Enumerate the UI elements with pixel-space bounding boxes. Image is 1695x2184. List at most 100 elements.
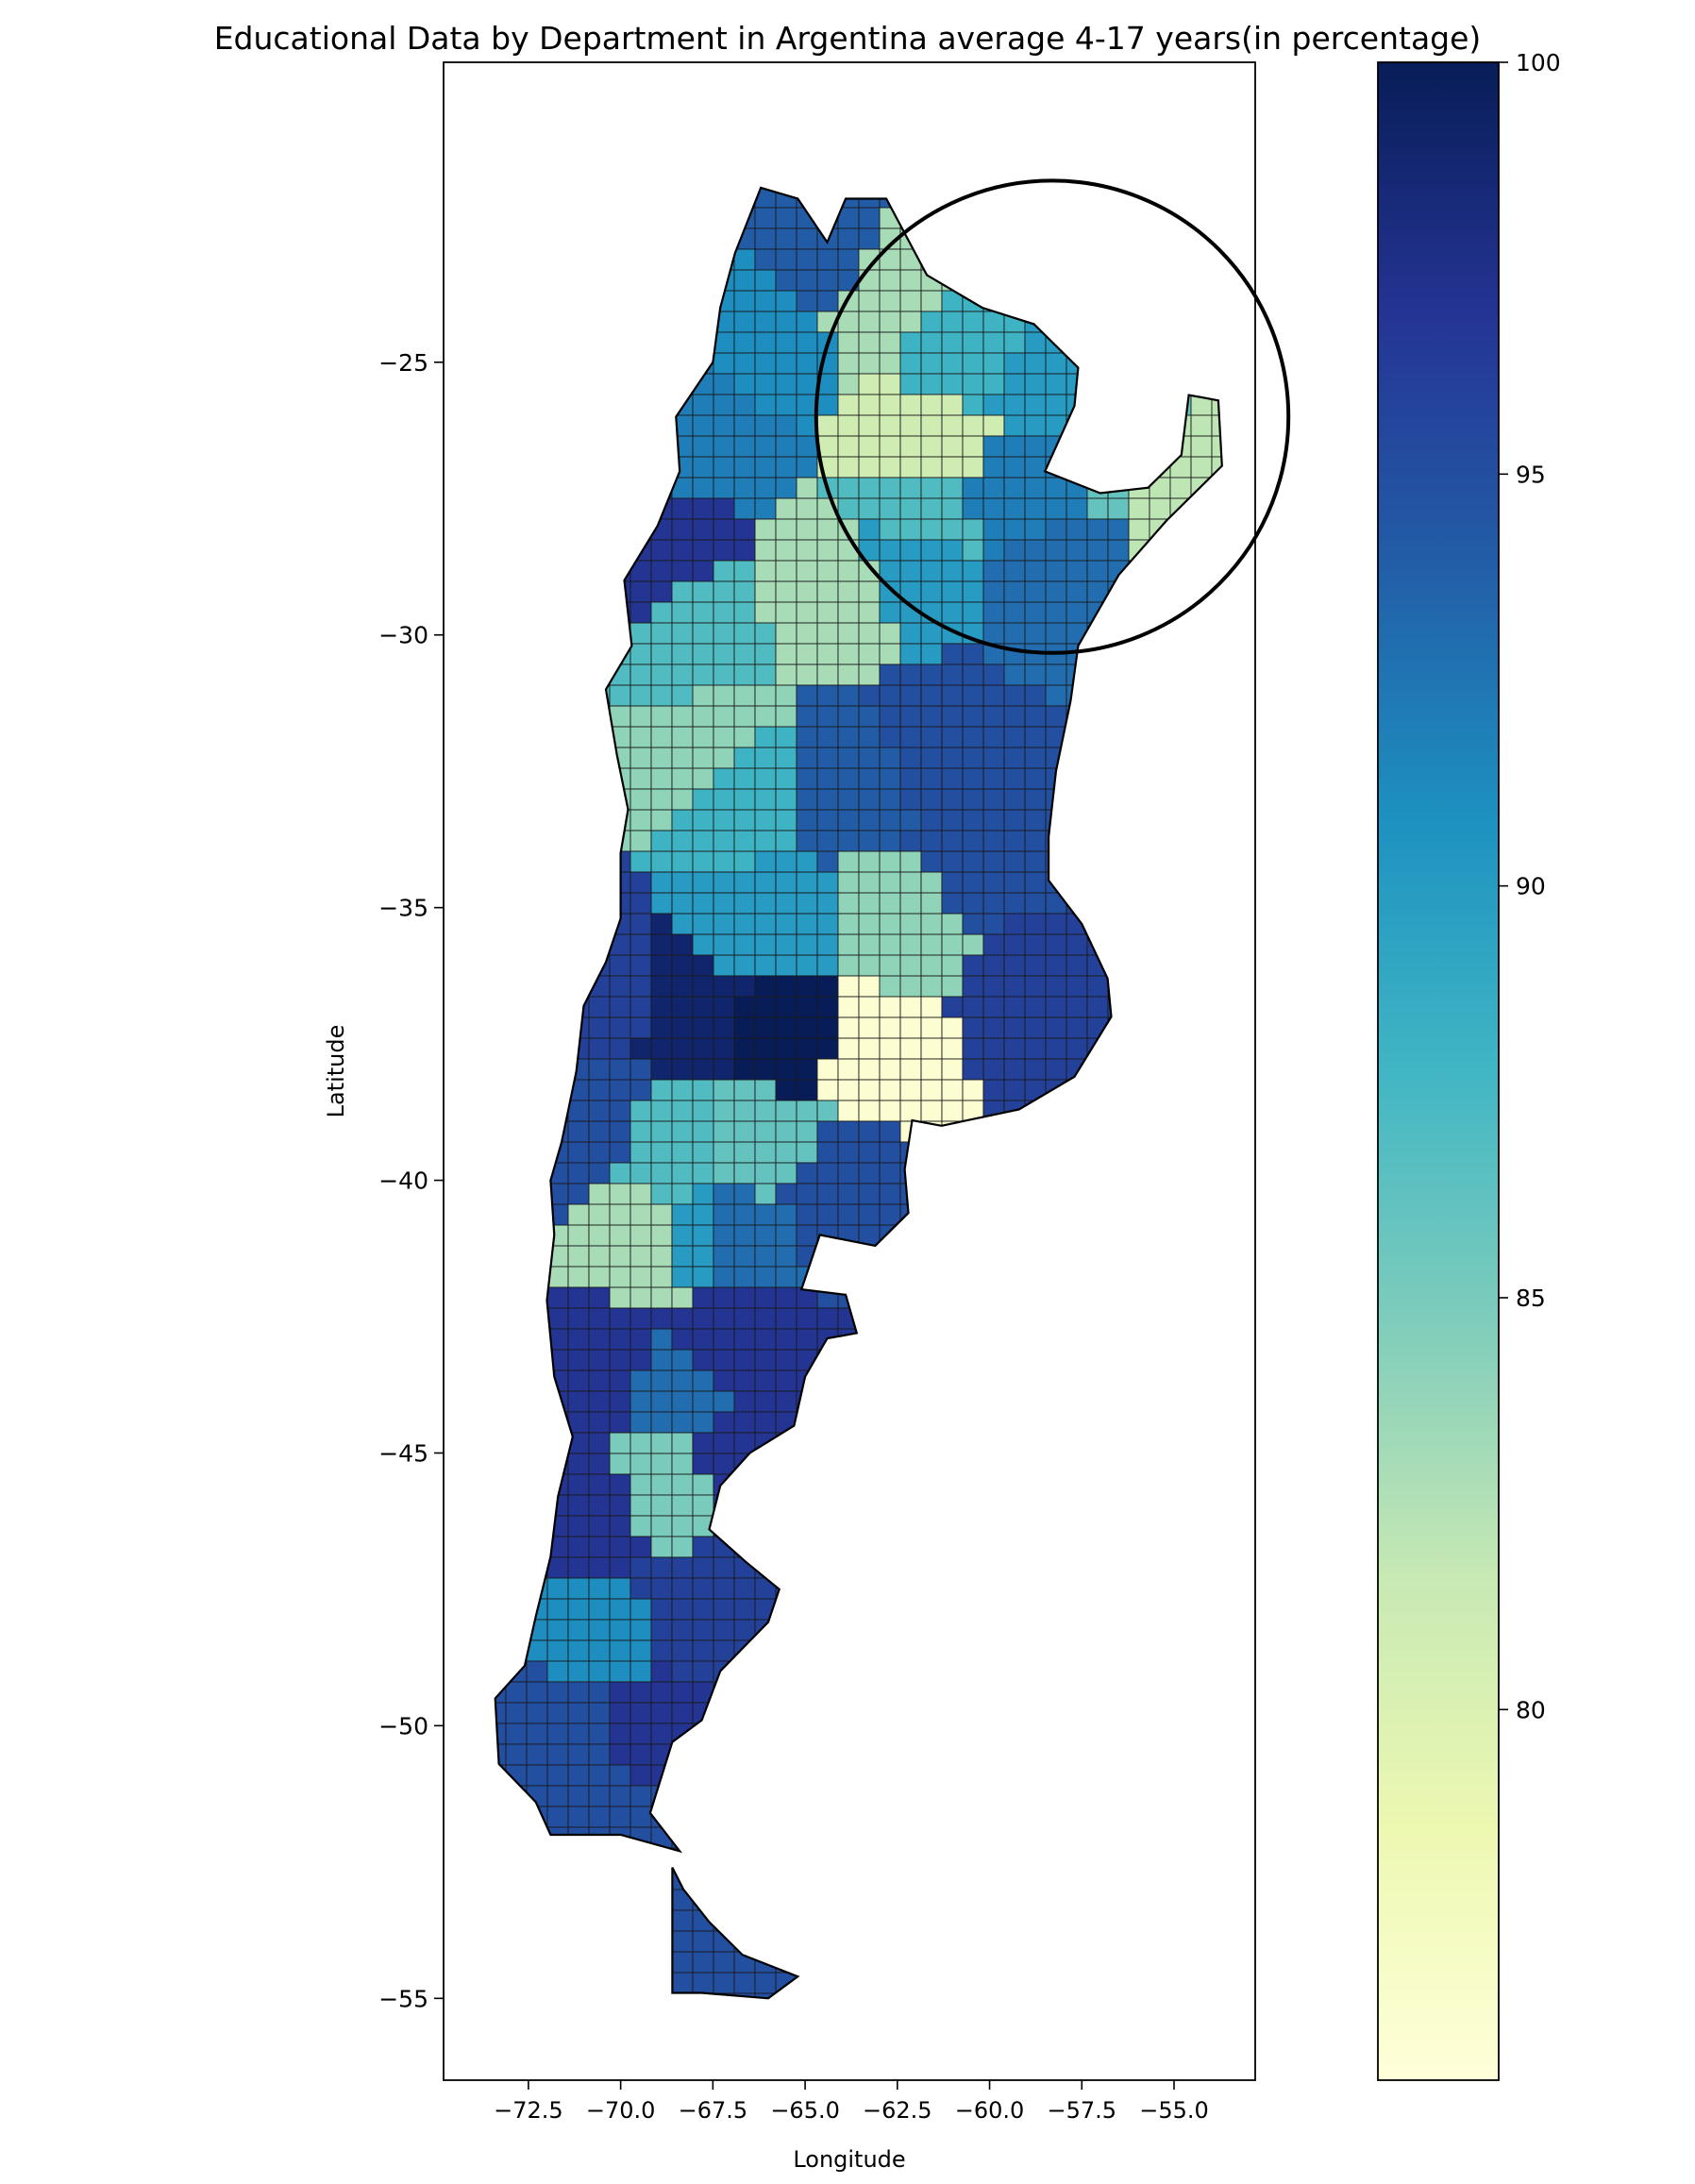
department-cell xyxy=(775,1702,797,1724)
department-cell xyxy=(962,435,984,458)
department-cell xyxy=(879,1764,901,1787)
department-cell xyxy=(546,1660,569,1683)
department-cell xyxy=(858,726,881,748)
department-cell xyxy=(588,1619,611,1641)
department-cell xyxy=(692,1016,714,1039)
department-cell xyxy=(776,145,797,166)
department-cell xyxy=(546,975,569,998)
department-cell xyxy=(1066,125,1087,145)
department-cell xyxy=(1149,1141,1171,1164)
department-cell xyxy=(505,1473,528,1496)
department-cell xyxy=(629,1432,652,1454)
department-cell xyxy=(754,975,777,998)
department-cell xyxy=(733,1681,756,1704)
department-cell xyxy=(1128,1889,1150,1911)
department-cell xyxy=(1045,1141,1067,1164)
department-cell xyxy=(900,125,921,145)
department-cell xyxy=(962,269,984,292)
department-cell xyxy=(1003,414,1026,437)
department-cell xyxy=(1169,269,1192,292)
department-cell xyxy=(1253,1952,1274,1973)
department-cell xyxy=(546,1909,569,1932)
department-cell xyxy=(546,1847,569,1870)
department-cell xyxy=(1253,893,1274,914)
department-cell xyxy=(713,1930,735,1953)
department-cell xyxy=(1253,1495,1274,1516)
department-cell xyxy=(1169,1162,1192,1184)
department-cell xyxy=(962,1203,984,1226)
department-cell xyxy=(1107,747,1130,769)
department-cell xyxy=(588,747,611,769)
department-cell xyxy=(588,726,611,748)
department-cell xyxy=(1211,1702,1222,1724)
department-cell xyxy=(1107,1930,1130,1953)
department-cell xyxy=(982,1369,1005,1392)
department-cell xyxy=(1107,414,1130,437)
department-cell xyxy=(900,145,921,166)
department-cell xyxy=(567,1764,590,1787)
department-cell xyxy=(754,1743,777,1766)
department-cell xyxy=(816,1577,839,1600)
department-cell xyxy=(692,809,714,832)
department-cell xyxy=(1107,850,1130,873)
department-cell xyxy=(1253,228,1274,249)
department-cell xyxy=(838,83,859,104)
department-cell xyxy=(879,1515,901,1537)
department-cell xyxy=(671,414,694,437)
department-cell xyxy=(962,809,984,832)
department-cell xyxy=(1066,1183,1088,1205)
department-cell xyxy=(1190,1058,1213,1081)
department-cell xyxy=(1024,601,1047,624)
department-cell xyxy=(754,497,777,520)
department-cell xyxy=(588,1473,611,1496)
department-cell xyxy=(1169,1016,1192,1039)
department-cell xyxy=(775,1100,797,1122)
department-cell xyxy=(1045,788,1067,811)
department-cell xyxy=(816,1266,839,1288)
department-cell xyxy=(568,166,589,187)
department-cell xyxy=(858,1411,881,1434)
department-cell xyxy=(982,664,1005,686)
department-cell xyxy=(444,851,464,872)
department-cell xyxy=(899,1889,922,1911)
department-cell xyxy=(816,913,839,935)
department-cell xyxy=(1233,2056,1253,2076)
department-cell xyxy=(1253,1329,1274,1350)
department-cell xyxy=(526,290,548,312)
department-cell xyxy=(464,997,485,1017)
department-cell xyxy=(692,187,714,209)
department-cell xyxy=(526,1224,548,1247)
department-cell xyxy=(797,125,817,145)
department-cell xyxy=(1003,1951,1026,1974)
department-cell xyxy=(1211,850,1222,873)
department-cell xyxy=(1128,1992,1150,1999)
department-cell xyxy=(1253,1848,1274,1869)
department-cell xyxy=(1169,1203,1192,1226)
department-cell xyxy=(1170,83,1191,104)
department-cell xyxy=(444,997,464,1017)
department-cell xyxy=(1128,456,1150,479)
department-cell xyxy=(1190,539,1213,562)
department-cell xyxy=(671,1619,694,1641)
department-cell xyxy=(692,414,714,437)
department-cell xyxy=(858,1743,881,1766)
department-cell xyxy=(858,1100,881,1122)
department-cell xyxy=(1211,1992,1222,1999)
department-cell xyxy=(495,394,507,416)
department-cell xyxy=(505,1743,528,1766)
department-cell xyxy=(899,1619,922,1641)
department-cell xyxy=(629,1390,652,1413)
department-cell xyxy=(444,2035,464,2056)
department-cell xyxy=(444,1910,464,1931)
department-cell xyxy=(1066,1245,1088,1268)
department-cell xyxy=(495,477,507,499)
department-cell xyxy=(1128,643,1150,665)
department-cell xyxy=(713,1266,735,1288)
department-cell xyxy=(1108,104,1129,125)
department-cell xyxy=(495,1639,507,1662)
department-cell xyxy=(588,207,611,229)
department-cell xyxy=(899,1411,922,1434)
department-cell xyxy=(464,1308,485,1329)
department-cell xyxy=(1107,1307,1130,1330)
department-cell xyxy=(464,1537,485,1557)
